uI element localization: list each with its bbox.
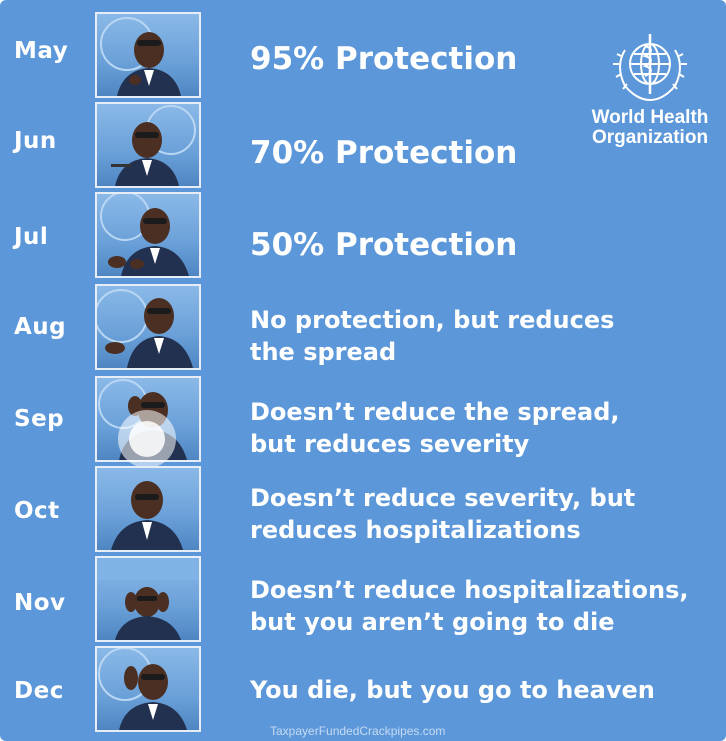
month-label: Aug: [14, 314, 67, 340]
portrait-photo: [95, 192, 201, 278]
caption-line: but reduces severity: [250, 430, 530, 458]
portrait-photo: [95, 556, 201, 642]
portrait-photo: [95, 646, 201, 732]
caption-line: the spread: [250, 338, 397, 366]
caption: 50% Protection: [250, 226, 720, 264]
caption: Doesn’t reduce the spread, but reduces s…: [250, 396, 720, 460]
who-logo: World Health Organization: [585, 28, 715, 148]
who-name-line2: Organization: [591, 127, 709, 148]
month-label: Dec: [14, 678, 64, 704]
portrait-illustration: [97, 558, 199, 640]
portrait-illustration: [111, 481, 183, 550]
caption: 95% Protection: [250, 40, 720, 78]
caption-line: Doesn’t reduce hospitalizations,: [250, 576, 689, 604]
who-name-line1: World Health: [591, 107, 709, 128]
portrait-photo: [95, 12, 201, 98]
portrait-illustration: [97, 289, 193, 368]
caption: You die, but you go to heaven: [250, 674, 720, 706]
portrait-photo: [95, 102, 201, 188]
month-label: Jun: [14, 128, 57, 154]
caption-line: but you aren’t going to die: [250, 608, 615, 636]
caption-line: 70% Protection: [250, 135, 518, 171]
portrait-photo: [95, 284, 201, 370]
who-emblem-icon: [613, 34, 687, 102]
caption-line: 95% Protection: [250, 41, 518, 77]
month-label: Sep: [14, 406, 65, 432]
video-play-overlay[interactable]: [118, 410, 176, 468]
portrait-photo: [95, 466, 201, 552]
month-label: Nov: [14, 590, 66, 616]
portrait-illustration: [111, 105, 196, 186]
caption: Doesn’t reduce hospitalizations, but you…: [250, 574, 720, 638]
month-label: May: [14, 38, 69, 64]
caption-line: 50% Protection: [250, 227, 518, 263]
portrait-illustration: [98, 648, 187, 730]
portrait-illustration: [100, 194, 189, 276]
caption-line: You die, but you go to heaven: [250, 676, 655, 704]
caption-line: Doesn’t reduce severity, but: [250, 484, 636, 512]
caption: 70% Protection: [250, 134, 720, 172]
caption-line: No protection, but reduces: [250, 306, 615, 334]
month-label: Jul: [14, 224, 49, 250]
caption: Doesn’t reduce severity, but reduces hos…: [250, 482, 720, 546]
month-label: Oct: [14, 498, 60, 524]
caption-line: reduces hospitalizations: [250, 516, 581, 544]
portrait-illustration: [100, 17, 181, 96]
source-watermark: TaxpayerFundedCrackpipes.com: [270, 724, 446, 738]
caption: No protection, but reduces the spread: [250, 304, 720, 368]
caption-line: Doesn’t reduce the spread,: [250, 398, 620, 426]
